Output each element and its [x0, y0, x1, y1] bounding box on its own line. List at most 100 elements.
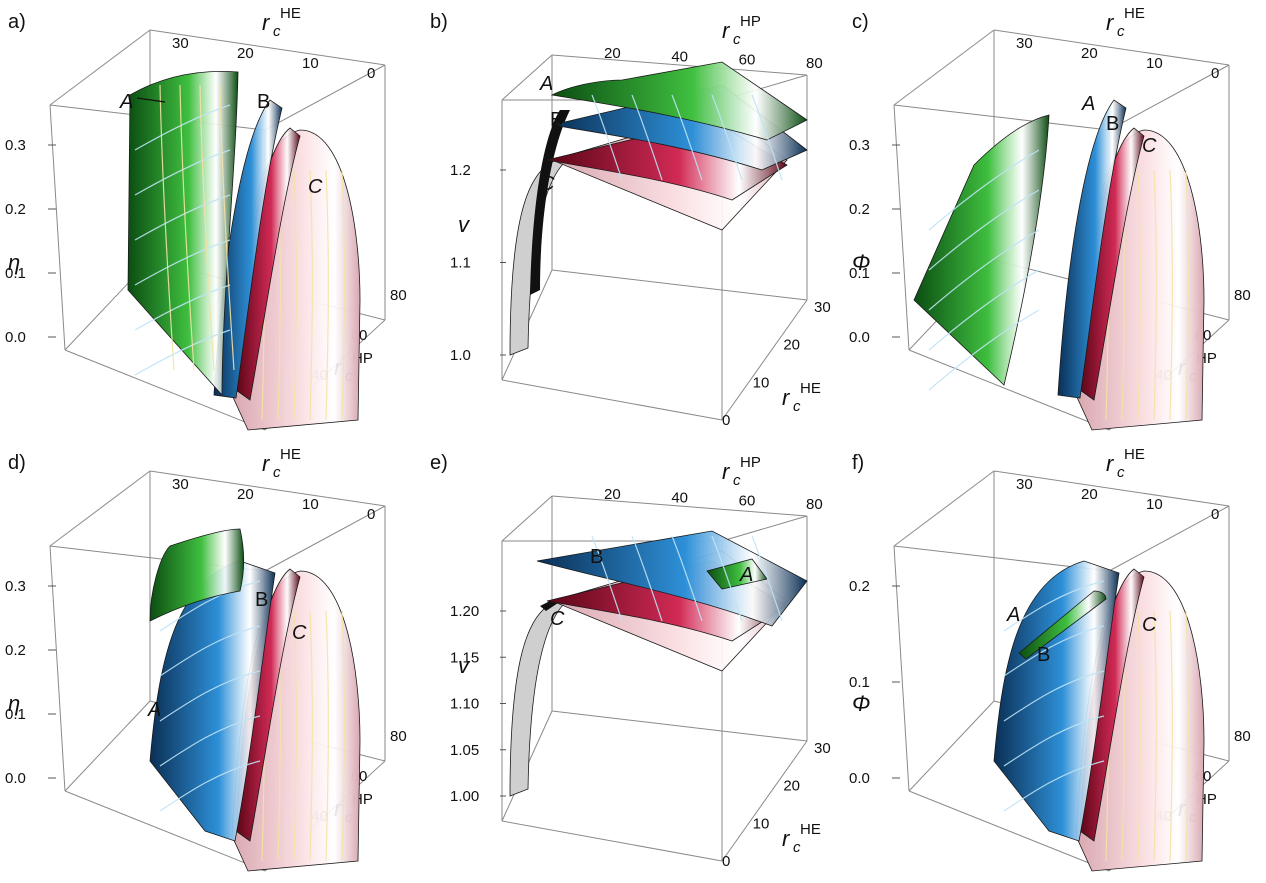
- top-axis-title-subscript: c: [733, 31, 741, 48]
- right-axis-title-subscript: c: [793, 839, 801, 856]
- z-axis-title: η: [8, 691, 20, 716]
- top-axis-tick: 60: [739, 52, 756, 69]
- top-axis-title-subscript: c: [1117, 464, 1125, 481]
- side-wall: [509, 600, 569, 797]
- panel-label: f): [852, 452, 864, 474]
- surface-label-C: C: [550, 608, 565, 630]
- z-tick-label: 0.2: [5, 642, 26, 659]
- surfaces: [127, 71, 361, 431]
- right-axis-tick: 0: [722, 412, 730, 429]
- surface-label-B: B: [550, 109, 563, 131]
- panel-label: e): [430, 452, 448, 474]
- top-axis-title-symbol: r: [722, 459, 731, 484]
- top-axis-title: r cHE: [1106, 446, 1145, 481]
- top-axis-tick: 0: [1211, 506, 1219, 523]
- panel-label: c): [852, 11, 869, 33]
- panel-d: d)0.00.10.20.3η3020100rcHE20406080rcHPAB…: [0, 441, 422, 881]
- z-tick-label: 0.0: [5, 329, 26, 346]
- z-tick-label: 0.3: [5, 578, 26, 595]
- top-axis-tick: 60: [739, 493, 756, 510]
- panel-label: a): [8, 11, 26, 33]
- z-axis-title: η: [8, 250, 20, 275]
- z-axis-title: v: [458, 653, 471, 678]
- top-axis-tick: 20: [1081, 486, 1098, 503]
- z-tick-label: 1.0: [450, 347, 471, 364]
- z-tick-label: 1.1: [450, 255, 471, 272]
- right-axis-tick: 10: [753, 374, 770, 391]
- panel-c: c)0.00.10.20.3Φ3020100rcHE20406080rcHPAB…: [844, 0, 1266, 440]
- top-axis-tick: 30: [172, 476, 189, 493]
- panel-d-plot: d)0.00.10.20.3η3020100rcHE20406080rcHPAB…: [5, 446, 407, 872]
- top-axis-tick: 10: [1146, 496, 1163, 513]
- top-axis-title-superscript: HP: [740, 13, 761, 30]
- top-axis-tick: 0: [1211, 65, 1219, 82]
- top-axis-tick: 30: [1016, 476, 1033, 493]
- top-axis-tick: 20: [604, 486, 621, 503]
- top-axis-title-subscript: c: [1117, 23, 1125, 40]
- top-axis-title-symbol: r: [722, 18, 731, 43]
- surface-A: [550, 61, 808, 141]
- top-axis-tick: 40: [671, 48, 688, 65]
- surface-A: [1018, 590, 1107, 660]
- panel-f: f)0.00.10.2Φ3020100rcHE20406080rcHPABC: [844, 441, 1266, 881]
- z-tick-label: 1.20: [450, 603, 479, 620]
- right-axis-tick: 30: [814, 299, 831, 316]
- top-axis-title-superscript: HP: [740, 454, 761, 471]
- top-axis-title: r cHP: [722, 13, 761, 48]
- top-axis-title-symbol: r: [262, 451, 271, 476]
- z-axis-title: v: [458, 212, 471, 237]
- z-tick-label: 1.2: [450, 162, 471, 179]
- surface-label-A: A: [539, 73, 553, 95]
- bounding-box: [501, 495, 808, 862]
- panel-a-plot: a)0.00.10.20.3η3020100rcHE20406080rcHPAB…: [5, 5, 407, 431]
- surfaces: [913, 99, 1205, 431]
- right-axis-title-superscript: HE: [800, 821, 821, 838]
- z-tick-label: 0.3: [5, 137, 26, 154]
- top-axis-title-subscript: c: [273, 464, 281, 481]
- right-axis-tick: 30: [814, 740, 831, 757]
- right-axis-tick: 80: [1234, 728, 1251, 745]
- top-axis-title-subscript: c: [733, 472, 741, 489]
- top-axis-title-superscript: HE: [280, 5, 301, 22]
- top-axis-title-symbol: r: [262, 10, 271, 35]
- panel-b: b) 1.0 1.1 1.2 v 20 40 60 80 r c HP 0 10 20 30 r c HE A B C: [422, 0, 844, 440]
- top-axis-tick: 10: [1146, 55, 1163, 72]
- surface-A: [913, 114, 1050, 386]
- z-tick-label: 0.2: [849, 201, 870, 218]
- surface-B: [1057, 99, 1127, 399]
- surface-label-A: A: [119, 91, 133, 113]
- top-axis-tick: 0: [367, 65, 375, 82]
- right-axis-tick: 0: [722, 853, 730, 870]
- top-axis-tick: 30: [172, 35, 189, 52]
- top-axis-tick: 40: [671, 489, 688, 506]
- z-tick-label: 0.3: [849, 137, 870, 154]
- right-axis-title-subscript: c: [793, 398, 801, 415]
- surface-label-B: B: [257, 91, 270, 113]
- z-tick-label: 0.2: [849, 578, 870, 595]
- top-axis-title-symbol: r: [1106, 451, 1115, 476]
- surface-label-B: B: [1037, 644, 1050, 666]
- surface-label-A: A: [739, 564, 753, 586]
- panel-label: d): [8, 452, 26, 474]
- right-axis-tick: 80: [390, 728, 407, 745]
- top-axis-tick: 80: [806, 55, 823, 72]
- surface-label-C: C: [540, 173, 555, 195]
- top-axis-title: r cHE: [262, 5, 301, 40]
- surface-label-B: B: [255, 589, 268, 611]
- right-axis-tick: 10: [753, 815, 770, 832]
- top-axis-title-subscript: c: [273, 23, 281, 40]
- top-axis-tick: 30: [1016, 35, 1033, 52]
- surface-label-C: C: [1142, 135, 1157, 157]
- panel-e: e) 1.00 1.05 1.10 1.15 1.20 v 20 40 60 80 r c HP 0 10 20…: [422, 441, 844, 881]
- z-tick-label: 0.1: [5, 265, 26, 282]
- top-axis-title-superscript: HE: [1124, 446, 1145, 463]
- panel-a: a)0.00.10.20.3η3020100rcHE20406080rcHPAB…: [0, 0, 422, 440]
- z-tick-label: 0.2: [5, 201, 26, 218]
- top-axis-tick: 20: [237, 45, 254, 62]
- z-tick-label: 0.0: [5, 770, 26, 787]
- top-axis-title-superscript: HE: [280, 446, 301, 463]
- panel-c-plot: c)0.00.10.20.3Φ3020100rcHE20406080rcHPAB…: [849, 5, 1251, 431]
- top-axis-title: r cHE: [1106, 5, 1145, 40]
